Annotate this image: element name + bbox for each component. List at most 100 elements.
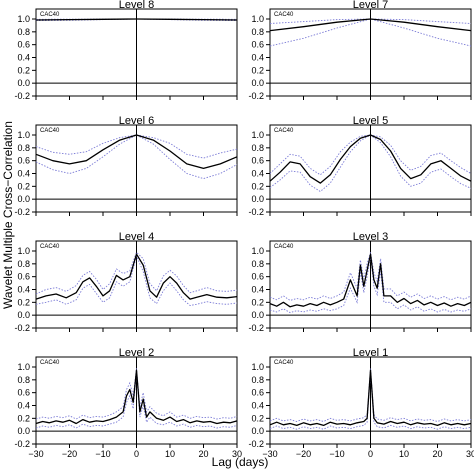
y-tick-label: 1.0	[251, 130, 264, 140]
series-label: CAC40	[40, 244, 60, 250]
y-tick-label: 0.6	[251, 40, 264, 50]
correlation-line	[35, 134, 238, 170]
series-label: CAC40	[274, 12, 294, 18]
y-tick-label: 0.8	[17, 375, 30, 385]
y-tick-label: 0.0	[251, 78, 264, 88]
upper-band-line	[35, 368, 238, 420]
panel-title: Level 5	[353, 115, 388, 127]
correlation-line	[269, 253, 472, 308]
x-tick-label: 20	[198, 449, 208, 459]
y-tick-label: 1.0	[17, 362, 30, 372]
correlation-line	[269, 369, 472, 427]
y-tick-label: 0.4	[251, 401, 264, 411]
y-tick-label: 0.4	[251, 169, 264, 179]
x-tick-label: 0	[368, 449, 373, 459]
series-label: CAC40	[40, 360, 60, 366]
panel-title: Level 8	[119, 0, 154, 11]
correlation-line	[269, 134, 472, 184]
x-axis-label: Lag (days)	[212, 455, 269, 469]
x-tick-label: −30	[262, 449, 277, 459]
panel-4: Level 5 CAC40 -0.2 0.0 0.2 0.4 0.6 0.8 1.0	[248, 115, 472, 217]
y-tick-label: 0.0	[251, 310, 264, 320]
series-label: CAC40	[274, 360, 294, 366]
panel-8: Level 1 CAC40 -0.2 0.0 0.2 0.4 0.6 0.8 1.0 −30 −20…	[248, 347, 474, 459]
panel-6: Level 3 CAC40 -0.2 0.0 0.2 0.4 0.6 0.8 1.0	[248, 231, 472, 333]
y-tick-label: 1.0	[17, 246, 30, 256]
y-tick-label: 0.4	[17, 169, 30, 179]
y-tick-label: 0.6	[251, 272, 264, 282]
y-tick-label: -0.2	[14, 439, 30, 449]
x-tick-label: 10	[399, 449, 409, 459]
panel-2: Level 7 CAC40 -0.2 0.0 0.2 0.4 0.6 0.8 1.0	[248, 0, 472, 101]
y-tick-label: 0.2	[251, 297, 264, 307]
series-label: CAC40	[274, 128, 294, 134]
panel-title: Level 4	[119, 231, 154, 243]
x-tick-label: 10	[165, 449, 175, 459]
panel-7: Level 2 CAC40 -0.2 0.0 0.2 0.4 0.6 0.8 1.0 −30 −20…	[14, 347, 242, 459]
y-tick-label: 0.4	[251, 53, 264, 63]
panel-title: Level 3	[353, 231, 388, 243]
x-tick-label: 30	[466, 449, 474, 459]
x-tick-label: −30	[28, 449, 43, 459]
x-tick-label: −10	[95, 449, 110, 459]
y-tick-label: 0.2	[17, 413, 30, 423]
y-tick-label: 0.2	[251, 413, 264, 423]
panel-title: Level 6	[119, 115, 154, 127]
y-tick-label: 0.2	[251, 181, 264, 191]
y-tick-label: 0.2	[251, 65, 264, 75]
y-tick-label: 0.4	[17, 401, 30, 411]
panel-title: Level 2	[119, 347, 154, 359]
x-tick-label: 20	[432, 449, 442, 459]
series-label: CAC40	[274, 244, 294, 250]
y-tick-label: 0.8	[17, 143, 30, 153]
y-tick-label: 0.8	[251, 375, 264, 385]
lower-band-line	[269, 18, 472, 47]
y-tick-label: -0.2	[248, 91, 264, 101]
correlation-line	[35, 253, 238, 300]
panel-1: Level 8 CAC40 -0.2 0.0 0.2 0.4 0.6 0.8 1.0	[14, 0, 238, 101]
y-tick-label: 0.8	[251, 27, 264, 37]
series-label: CAC40	[40, 128, 60, 134]
y-tick-label: 1.0	[251, 14, 264, 24]
y-tick-label: 0.6	[251, 156, 264, 166]
y-tick-label: 0.6	[17, 272, 30, 282]
y-tick-label: 0.8	[251, 259, 264, 269]
y-tick-label: 0.2	[17, 65, 30, 75]
y-tick-label: -0.2	[248, 207, 264, 217]
y-tick-label: 0.4	[17, 53, 30, 63]
y-tick-label: 1.0	[17, 14, 30, 24]
y-axis-label: Wavelet Multiple Cross−Correlation	[1, 121, 15, 309]
y-tick-label: 1.0	[251, 362, 264, 372]
lower-band-line	[35, 18, 238, 22]
y-tick-label: 0.6	[17, 156, 30, 166]
y-tick-label: 0.4	[251, 285, 264, 295]
y-tick-label: 0.0	[251, 426, 264, 436]
upper-band-line	[269, 18, 472, 24]
y-tick-label: -0.2	[248, 323, 264, 333]
y-tick-label: 0.6	[17, 40, 30, 50]
y-tick-label: 0.6	[251, 388, 264, 398]
y-tick-label: 0.2	[17, 297, 30, 307]
series-label: CAC40	[40, 12, 60, 18]
panel-title: Level 7	[353, 0, 388, 11]
y-tick-label: 0.4	[17, 285, 30, 295]
panel-grid: Level 8CAC40-0.20.00.20.40.60.81.0Level …	[14, 0, 474, 459]
y-tick-label: 0.8	[251, 143, 264, 153]
x-tick-label: 30	[232, 449, 242, 459]
y-tick-label: 0.2	[17, 181, 30, 191]
y-tick-label: 0.8	[17, 27, 30, 37]
y-tick-label: 0.0	[17, 426, 30, 436]
y-tick-label: 0.0	[251, 194, 264, 204]
y-tick-label: 0.6	[17, 388, 30, 398]
upper-band-line	[269, 252, 472, 301]
panel-3: Level 6 CAC40 -0.2 0.0 0.2 0.4 0.6 0.8 1.0	[14, 115, 238, 217]
y-tick-label: 0.0	[17, 310, 30, 320]
panel-title: Level 1	[353, 347, 388, 359]
y-tick-label: -0.2	[248, 439, 264, 449]
y-tick-label: -0.2	[14, 91, 30, 101]
correlation-line	[35, 18, 238, 21]
y-tick-label: 0.0	[17, 78, 30, 88]
x-tick-label: 0	[134, 449, 139, 459]
correlation-line	[269, 18, 472, 32]
